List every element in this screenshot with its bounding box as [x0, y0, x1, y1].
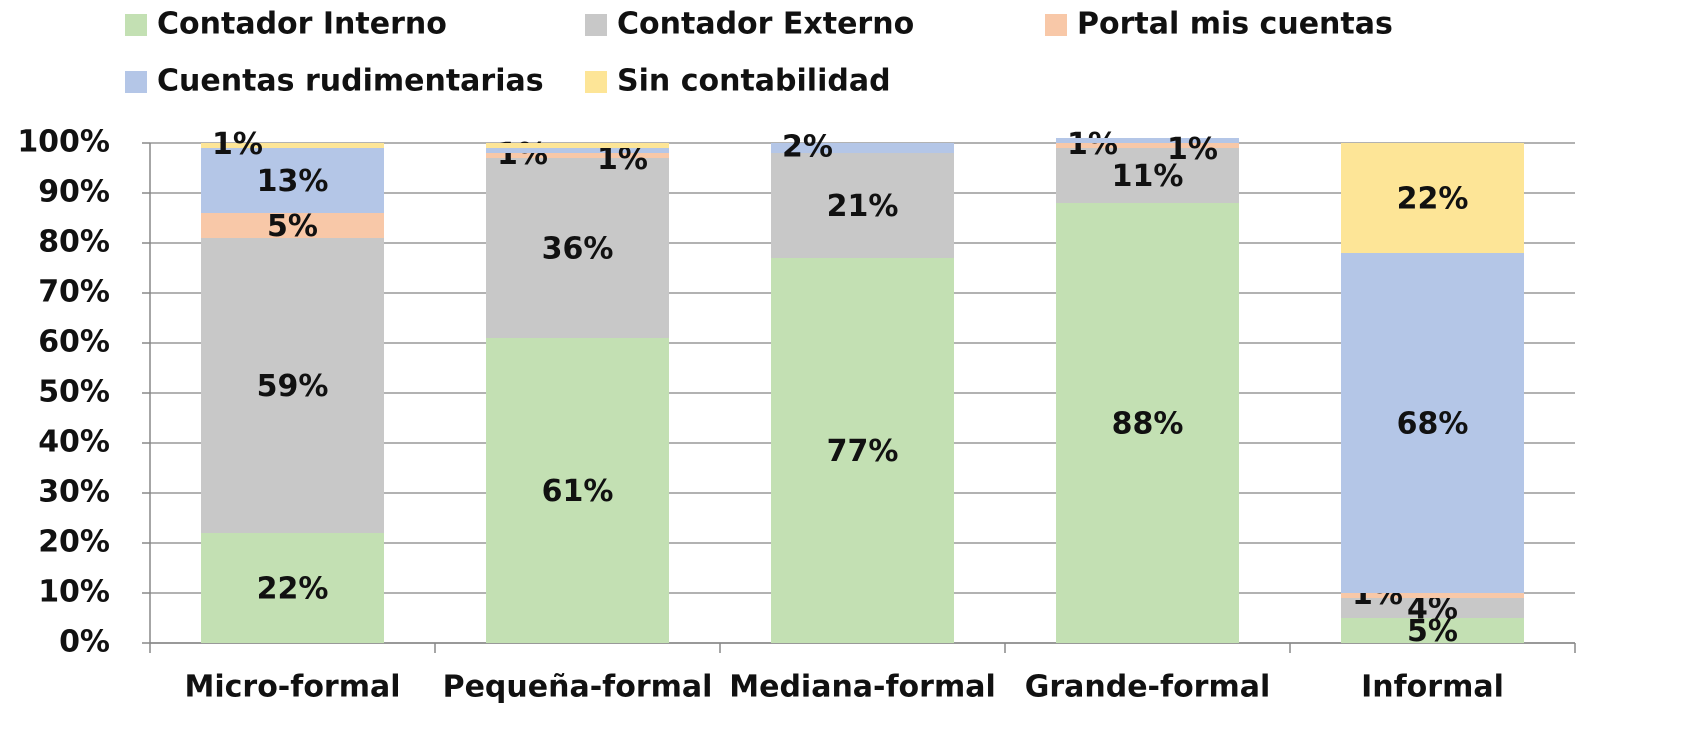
legend-label: Sin contabilidad	[617, 64, 891, 99]
bar-segment	[1056, 203, 1239, 643]
data-label: 1%	[212, 127, 263, 162]
legend-swatch	[125, 71, 147, 93]
y-tick-label: 100%	[17, 125, 110, 160]
data-label: 59%	[257, 369, 329, 404]
legend-label: Cuentas rudimentarias	[157, 64, 544, 99]
data-label: 13%	[257, 164, 329, 199]
bar-segment	[1056, 138, 1239, 143]
y-tick-label: 70%	[38, 275, 110, 310]
y-tick-label: 0%	[59, 625, 110, 660]
y-tick-label: 10%	[38, 575, 110, 610]
bar-segment	[771, 153, 954, 258]
x-tick-label: Grande-formal	[1025, 670, 1271, 705]
legend-swatch	[125, 14, 147, 36]
x-tick-label: Pequeña-formal	[443, 670, 713, 705]
bar-segment	[1341, 143, 1524, 253]
y-tick-label: 90%	[38, 175, 110, 210]
x-tick-label: Informal	[1361, 670, 1504, 705]
bar-segment	[201, 533, 384, 643]
bar-segment	[486, 158, 669, 338]
bar-segment	[1341, 253, 1524, 593]
bar-segment	[1341, 618, 1524, 643]
bar-segment	[486, 338, 669, 643]
data-label: 1%	[1167, 132, 1218, 167]
data-label: 11%	[1112, 159, 1184, 194]
data-label: 68%	[1397, 407, 1469, 442]
bar-segment	[486, 148, 669, 153]
y-tick-label: 20%	[38, 525, 110, 560]
legend-swatch	[1045, 14, 1067, 36]
bar-segment	[486, 143, 669, 148]
bar-segment	[201, 213, 384, 238]
y-tick-label: 50%	[38, 375, 110, 410]
legend-swatch	[585, 71, 607, 93]
data-label: 5%	[267, 209, 318, 244]
bar-segment	[201, 143, 384, 148]
data-label: 88%	[1112, 407, 1184, 442]
y-tick-label: 30%	[38, 475, 110, 510]
x-tick-label: Mediana-formal	[729, 670, 996, 705]
bar-segment	[486, 153, 669, 158]
data-label: 22%	[257, 572, 329, 607]
data-label: 22%	[1397, 182, 1469, 217]
bar-segment	[1341, 593, 1524, 598]
data-label: 77%	[827, 434, 899, 469]
data-label: 61%	[542, 474, 614, 509]
data-label: 5%	[1407, 614, 1458, 649]
y-tick-label: 40%	[38, 425, 110, 460]
y-tick-label: 80%	[38, 225, 110, 260]
legend-label: Portal mis cuentas	[1077, 7, 1393, 42]
legend-label: Contador Interno	[157, 7, 447, 42]
bar-segment	[1056, 148, 1239, 203]
data-label: 1%	[497, 137, 548, 172]
data-label: 2%	[782, 130, 833, 165]
bar-segment	[1056, 143, 1239, 148]
legend-swatch	[585, 14, 607, 36]
data-label: 1%	[1067, 127, 1118, 162]
bar-segment	[201, 238, 384, 533]
bar-segment	[771, 143, 954, 153]
bar-segment	[1341, 598, 1524, 618]
bar-segment	[771, 258, 954, 643]
x-tick-label: Micro-formal	[184, 670, 400, 705]
data-label: 21%	[827, 189, 899, 224]
bar-segment	[201, 148, 384, 213]
data-label: 36%	[542, 232, 614, 267]
y-tick-label: 60%	[38, 325, 110, 360]
legend-label: Contador Externo	[617, 7, 914, 42]
